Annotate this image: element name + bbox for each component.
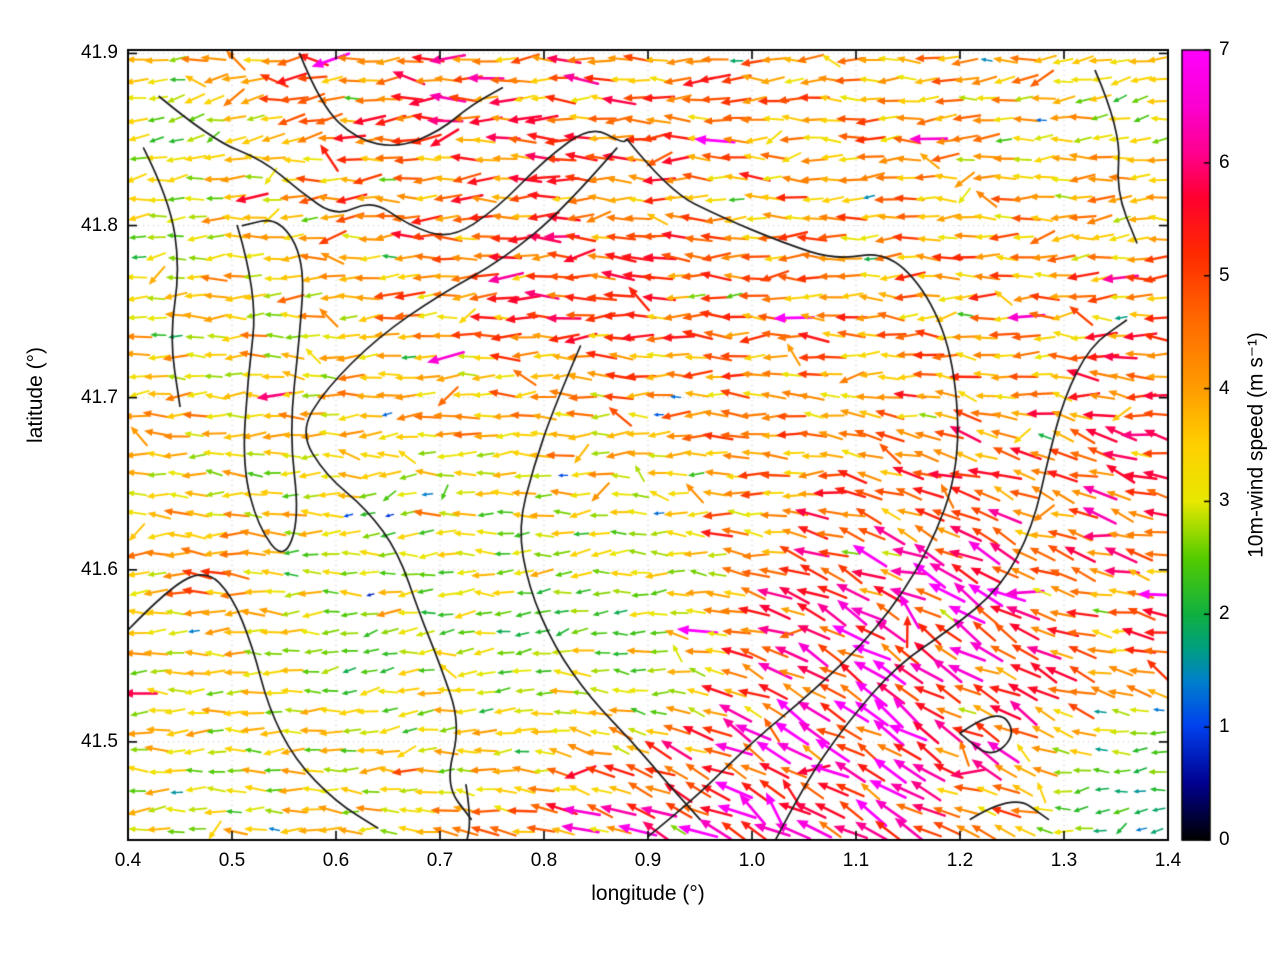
colorbar-tick-label: 1 (1219, 716, 1230, 738)
colorbar-tick-label: 5 (1219, 264, 1230, 286)
x-tick-label: 0.9 (634, 850, 662, 871)
x-tick-label: 1.3 (1050, 850, 1078, 871)
y-axis-title: latitude (°) (24, 347, 47, 443)
colorbar-tick-label: 3 (1219, 490, 1230, 512)
x-axis-title: longitude (°) (591, 882, 705, 905)
colorbar-tick-label: 7 (1219, 39, 1230, 60)
x-tick-label: 0.4 (114, 850, 142, 871)
x-tick-label: 0.8 (530, 850, 558, 871)
x-tick-label: 0.6 (322, 850, 350, 871)
y-tick-label: 41.6 (81, 558, 118, 580)
y-tick-label: 41.5 (81, 730, 118, 752)
colorbar-title: 10m-wind speed (m s⁻¹) (1244, 332, 1268, 558)
x-tick-label: 1.0 (738, 850, 766, 871)
x-tick-label: 0.7 (426, 850, 454, 871)
x-tick-label: 1.2 (946, 850, 974, 871)
y-tick-label: 41.7 (81, 386, 118, 408)
colorbar-tick-label: 6 (1219, 151, 1230, 173)
x-tick-label: 1.4 (1154, 850, 1182, 871)
colorbar-tick-label: 4 (1219, 377, 1230, 399)
colorbar-tick-label: 0 (1219, 829, 1230, 850)
x-tick-label: 1.1 (842, 850, 870, 871)
x-tick-label: 0.5 (218, 850, 246, 871)
colorbar-tick-label: 2 (1219, 603, 1230, 625)
y-tick-label: 41.9 (81, 42, 118, 64)
y-tick-label: 41.8 (81, 214, 118, 236)
